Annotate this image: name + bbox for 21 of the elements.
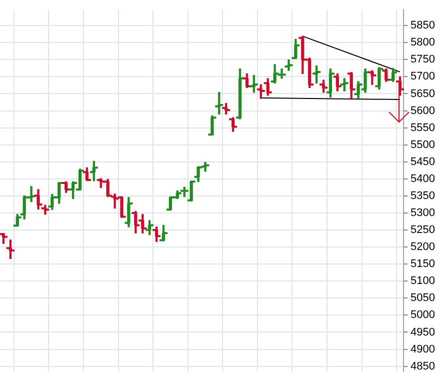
y-tick-label: 5100	[410, 275, 436, 288]
y-tick-label: 5350	[410, 190, 436, 202]
y-tick-label: 5150	[410, 258, 436, 270]
y-tick-label: 5400	[410, 172, 436, 185]
y-tick-label: 5250	[410, 224, 436, 236]
y-tick-label: 5050	[410, 292, 436, 304]
y-tick-label: 5850	[410, 20, 436, 32]
y-tick-label: 4950	[410, 326, 436, 338]
y-tick-label: 5750	[410, 54, 436, 66]
y-tick-label: 5700	[410, 70, 436, 83]
y-tick-label: 5450	[410, 156, 436, 168]
y-tick-label: 5200	[410, 241, 436, 254]
y-tick-label: 4850	[410, 360, 436, 372]
y-tick-label: 5500	[410, 138, 436, 151]
y-tick-label: 5600	[410, 104, 436, 117]
y-tick-label: 5300	[410, 207, 436, 220]
y-tick-label: 5550	[410, 122, 436, 134]
y-tick-label: 5000	[410, 309, 436, 322]
y-tick-label: 5650	[410, 88, 436, 100]
y-tick-label: 5800	[410, 36, 436, 49]
y-tick-label: 4900	[410, 343, 436, 356]
